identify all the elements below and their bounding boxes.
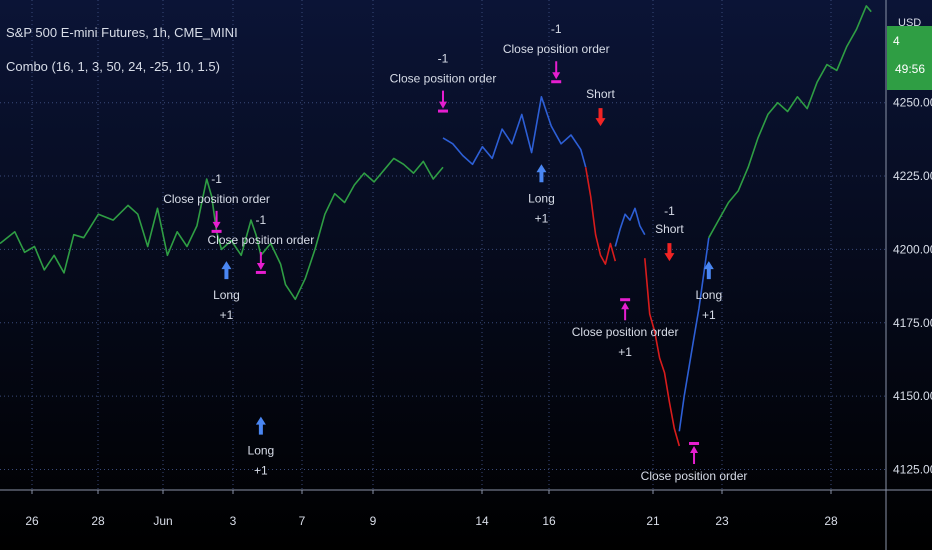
- annotation-text: Close position order: [163, 192, 270, 206]
- close-marker-bar: [255, 270, 266, 274]
- annotation-text: Close position order: [208, 233, 315, 247]
- close-arrow-icon: [690, 445, 699, 464]
- annotation-long[interactable]: Long +1: [528, 164, 555, 225]
- annotation-long[interactable]: Long +1: [213, 261, 240, 322]
- annotation-text: -1: [664, 204, 675, 218]
- short-arrow-icon: [664, 243, 675, 262]
- last-price-tag: 4 49:56: [887, 26, 932, 90]
- y-tick-label: 4175.00: [893, 316, 932, 330]
- annotation-text: -1: [438, 52, 449, 66]
- close-arrow-icon: [621, 302, 630, 321]
- x-tick-label: 28: [824, 514, 838, 528]
- annotation-text: +1: [535, 211, 549, 225]
- close-marker-bar: [620, 298, 631, 302]
- x-tick-label: 26: [25, 514, 39, 528]
- annotation-text: +1: [618, 345, 632, 359]
- annotation-close[interactable]: Close position order +1: [572, 298, 679, 359]
- price-series-segment-1: [442, 96, 587, 168]
- y-tick-label: 4250.00: [893, 96, 932, 110]
- long-arrow-icon: [536, 164, 547, 183]
- bar-countdown: 49:56: [895, 62, 926, 76]
- close-arrow-icon: [256, 251, 265, 270]
- last-price-value: 4: [893, 34, 900, 48]
- annotation-close[interactable]: Close position order -1: [503, 22, 610, 84]
- annotation-text: Close position order: [390, 72, 497, 86]
- y-tick-label: 4125.00: [893, 462, 932, 476]
- price-series-segment-2: [584, 167, 617, 265]
- x-tick-label: 3: [230, 514, 237, 528]
- close-marker-bar: [689, 441, 700, 445]
- annotation-text: Close position order: [503, 42, 610, 56]
- annotation-text: Close position order: [572, 325, 679, 339]
- close-marker-bar: [211, 229, 222, 233]
- annotation-long[interactable]: Long +1: [695, 261, 722, 322]
- price-series-segment-4: [644, 258, 681, 447]
- annotation-text: Long: [695, 288, 722, 302]
- x-tick-label: 23: [715, 514, 729, 528]
- annotation-text: +1: [254, 464, 268, 478]
- x-tick-label: 16: [542, 514, 556, 528]
- close-marker-bar: [438, 109, 448, 113]
- annotation-text: Close position order: [641, 469, 748, 483]
- close-arrow-icon: [552, 61, 561, 80]
- annotation-close[interactable]: Close position order -1: [208, 213, 315, 274]
- x-tick-label: 28: [91, 514, 105, 528]
- x-tick-label: 14: [475, 514, 489, 528]
- annotation-text: -1: [256, 213, 267, 227]
- x-tick-label: Jun: [153, 514, 172, 528]
- grid: [0, 0, 886, 490]
- annotation-text: -1: [211, 172, 222, 186]
- annotation-text: -1: [551, 22, 562, 36]
- annotation-short[interactable]: Short -1: [655, 204, 684, 262]
- price-series-segment-5: [678, 237, 710, 432]
- price-series-segment-6: [708, 5, 872, 239]
- close-arrow-icon: [439, 90, 447, 109]
- annotation-text: Long: [213, 288, 240, 302]
- indicator-legend[interactable]: Combo (16, 1, 3, 50, 24, -25, 10, 1.5): [6, 59, 220, 74]
- close-arrow-icon: [212, 210, 221, 229]
- annotation-text: Long: [528, 191, 555, 205]
- price-series: [0, 5, 872, 447]
- y-tick-label: 4225.00: [893, 169, 932, 183]
- x-tick-label: 7: [299, 514, 306, 528]
- annotation-text: Long: [248, 444, 275, 458]
- long-arrow-icon: [255, 416, 266, 435]
- annotation-long[interactable]: Long +1: [248, 416, 275, 478]
- x-tick-label: 21: [646, 514, 660, 528]
- annotation-close[interactable]: Close position order: [641, 441, 748, 483]
- annotation-text: Short: [655, 222, 684, 236]
- annotation-close[interactable]: Close position order -1: [163, 172, 270, 233]
- price-series-segment-0: [0, 157, 444, 301]
- annotation-short[interactable]: Short: [586, 87, 616, 127]
- annotation-text: +1: [702, 308, 716, 322]
- long-arrow-icon: [221, 261, 232, 280]
- y-tick-label: 4200.00: [893, 242, 932, 256]
- price-series-segment-3: [614, 207, 646, 247]
- close-marker-bar: [551, 80, 562, 84]
- annotation-text: Short: [586, 87, 615, 101]
- short-arrow-icon: [595, 108, 606, 127]
- symbol-title: S&P 500 E-mini Futures, 1h, CME_MINI: [6, 25, 238, 40]
- y-tick-label: 4150.00: [893, 389, 932, 403]
- annotation-close[interactable]: Close position order -1: [390, 52, 497, 113]
- long-arrow-icon: [703, 261, 714, 280]
- x-tick-label: 9: [370, 514, 377, 528]
- annotation-text: +1: [220, 308, 234, 322]
